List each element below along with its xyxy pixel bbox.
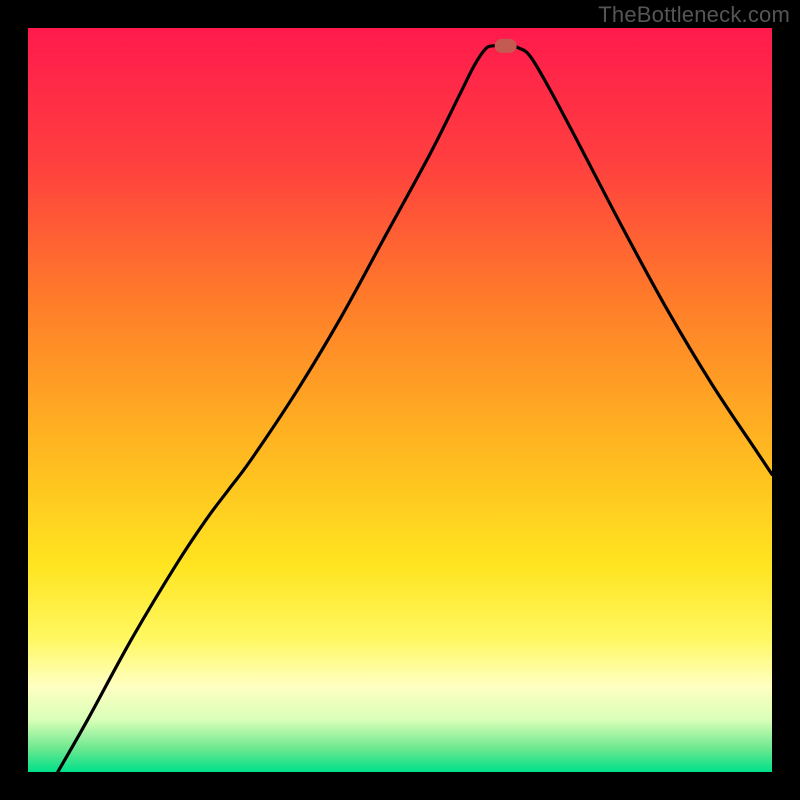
plot-area: [28, 28, 772, 772]
watermark-text: TheBottleneck.com: [598, 2, 790, 28]
bottleneck-curve-svg: [28, 28, 772, 772]
chart-frame: TheBottleneck.com: [0, 0, 800, 800]
optimal-point-marker: [495, 39, 517, 53]
bottleneck-curve: [58, 46, 772, 772]
